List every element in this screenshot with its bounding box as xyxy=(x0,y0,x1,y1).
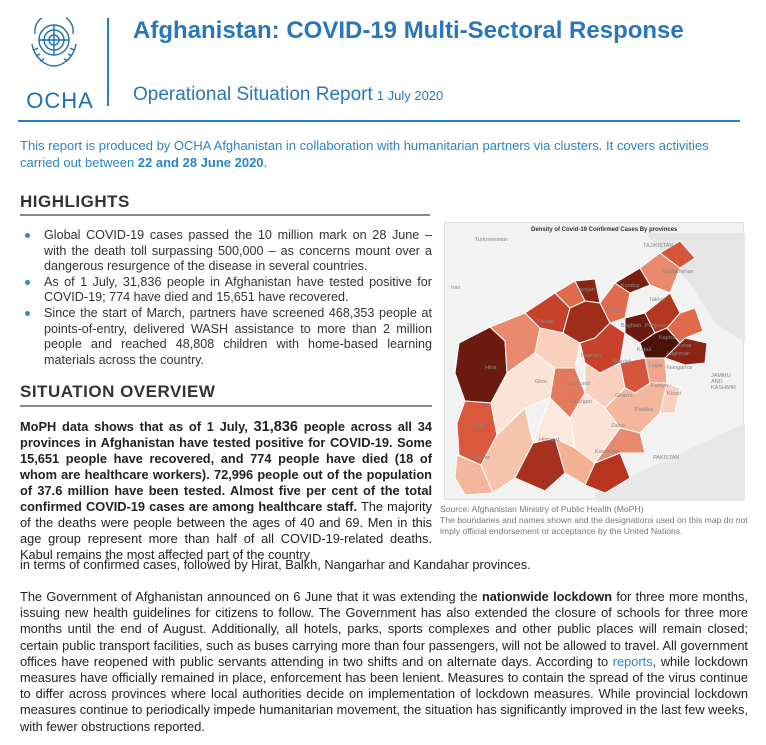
bullet-icon xyxy=(25,310,30,316)
map-label: Jawzjan xyxy=(575,287,595,293)
intro-end: . xyxy=(263,155,268,170)
map-label: Panjsher xyxy=(645,323,667,329)
highlight-item: Global COVID-19 cases passed the 10 mill… xyxy=(22,228,432,275)
map-label: Nangarhar xyxy=(667,365,693,371)
map-label: Paktya xyxy=(651,383,668,389)
highlights-list: Global COVID-19 cases passed the 10 mill… xyxy=(22,228,432,368)
lockdown-text-1: The Government of Afghanistan announced … xyxy=(20,589,482,604)
map-label: JAMMU AND KASHMIR xyxy=(711,373,737,391)
map-label: Daykundi xyxy=(567,381,590,387)
map-label: TAJIKISTAN xyxy=(643,243,674,249)
map-label: Kapisa xyxy=(659,335,676,341)
highlight-text: Global COVID-19 cases passed the 10 mill… xyxy=(44,228,432,274)
un-emblem-icon xyxy=(31,17,77,67)
map-title: Density of Covid-19 Confirmed Cases By p… xyxy=(531,227,678,233)
map-label: Ghazni xyxy=(615,393,633,399)
map-label: Nimroz xyxy=(473,455,491,461)
map-label: Baghlan xyxy=(621,323,642,329)
bullet-icon xyxy=(25,279,30,285)
map-label: Kunduz xyxy=(621,283,640,289)
highlight-text: Since the start of March, partners have … xyxy=(44,305,432,367)
map-label: Kabul xyxy=(637,347,652,353)
header-rule xyxy=(18,120,740,122)
report-date: 1 July 2020 xyxy=(376,88,444,103)
lockdown-bold: nationwide lockdown xyxy=(481,589,613,604)
map-label: Bamyan xyxy=(581,353,602,359)
report-title: Afghanistan: COVID-19 Multi-Sectoral Res… xyxy=(133,17,684,44)
map-label: Laghman xyxy=(667,351,690,357)
header-divider xyxy=(107,18,109,106)
intro-paragraph: This report is produced by OCHA Afghanis… xyxy=(20,137,748,171)
highlights-rule xyxy=(20,214,430,216)
covid-density-map: Density of Covid-19 Confirmed Cases By p… xyxy=(444,222,745,501)
un-ocha-logo: OCHA xyxy=(14,14,94,114)
map-label: Farah xyxy=(471,423,486,429)
highlight-item: Since the start of March, partners have … xyxy=(22,306,432,368)
map-disclaimer: The boundaries and names shown and the d… xyxy=(440,515,748,536)
map-label: Wardak xyxy=(613,359,632,365)
situation-continuation: in terms of confirmed cases, followed by… xyxy=(20,557,531,572)
map-label: Logar xyxy=(649,363,664,369)
highlight-item: As of 1 July, 31,836 people in Afghanist… xyxy=(22,275,432,306)
report-subtitle: Operational Situation Report 1 July 2020 xyxy=(133,84,443,106)
reports-link[interactable]: reports xyxy=(612,653,653,669)
situation-bold-1: MoPH data shows that as of 1 July, xyxy=(20,419,254,434)
map-label: Iran xyxy=(451,285,461,291)
map-label: Zabul xyxy=(611,423,625,429)
map-label: Faryab xyxy=(537,319,555,325)
highlights-heading: HIGHLIGHTS xyxy=(20,192,130,211)
map-label: Uruzgan xyxy=(571,399,592,405)
map-label: PAKISTAN xyxy=(653,455,680,461)
map-label: Ghor xyxy=(535,379,548,385)
map-label: Khost xyxy=(667,391,682,397)
map-label: Hilmand xyxy=(539,437,560,443)
intro-dates: 22 and 28 June 2020 xyxy=(137,155,264,170)
ocha-logo-text: OCHA xyxy=(26,88,94,113)
map-label: Paktika xyxy=(635,407,654,413)
map-source: Source: Afghanistan Ministry of Public H… xyxy=(440,504,750,537)
map-source-text: Source: Afghanistan Ministry of Public H… xyxy=(440,504,644,514)
subtitle-text: Operational Situation Report xyxy=(133,84,373,105)
map-label: Hirat xyxy=(485,365,497,371)
map-label: Kandahar xyxy=(595,449,619,455)
lockdown-text-3: , while lockdown measures have officiall… xyxy=(20,653,748,734)
map-label: Badakhshan xyxy=(663,269,694,275)
situation-rule xyxy=(20,405,432,407)
bullet-icon xyxy=(25,233,30,238)
report-header: OCHA Afghanistan: COVID-19 Multi-Sectora… xyxy=(0,0,766,120)
map-label: Kunar xyxy=(677,343,692,349)
lockdown-paragraph: The Government of Afghanistan announced … xyxy=(20,589,748,735)
highlight-text: As of 1 July, 31,836 people in Afghanist… xyxy=(44,274,432,305)
situation-bold-number: 31,836 xyxy=(253,419,298,435)
intro-text: This report is produced by OCHA Afghanis… xyxy=(20,138,709,170)
map-label: Takhar xyxy=(649,297,666,303)
map-graphic xyxy=(454,233,745,501)
situation-paragraph: MoPH data shows that as of 1 July, 31,83… xyxy=(20,419,432,563)
situation-heading: SITUATION OVERVIEW xyxy=(20,382,216,401)
map-label: Balkh xyxy=(605,307,619,313)
situation-normal: The majority of the deaths were people b… xyxy=(20,499,432,562)
map-label: Turkmenistan xyxy=(475,237,509,243)
lockdown-text-2: for three more months, issuing new healt… xyxy=(20,589,748,669)
situation-bold-2: people across all 34 provinces in Afghan… xyxy=(20,419,432,514)
